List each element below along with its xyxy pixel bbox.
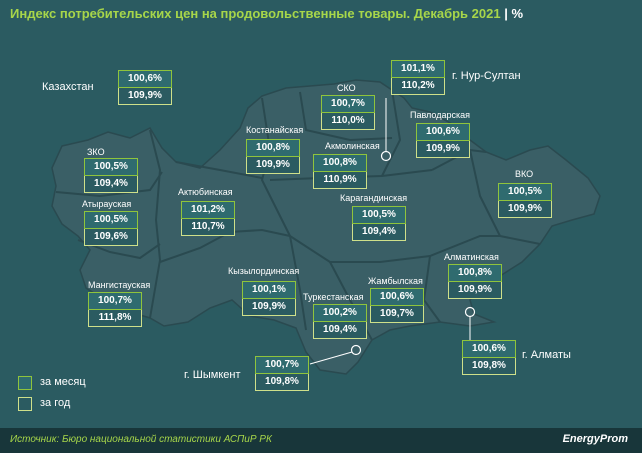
city-year-nursultan: 110,2%	[391, 78, 445, 95]
border-karaganda-vko	[469, 149, 541, 245]
region-month-almaty-oblast: 100,8%	[448, 264, 502, 282]
region-year-kostanay: 109,9%	[246, 157, 300, 174]
region-box-vko: 100,5% 109,9%	[498, 183, 552, 218]
region-year-zhambyl: 109,7%	[370, 306, 424, 323]
region-label-akmola: Акмолинская	[325, 141, 380, 151]
border-atyrau-mangistau	[77, 239, 161, 260]
region-box-pavlodar: 100,6% 109,9%	[416, 123, 470, 158]
region-year-atyrau: 109,6%	[84, 229, 138, 246]
energyprom-logo: EnergyProm	[562, 433, 628, 445]
region-label-turkestan: Туркестанская	[303, 292, 364, 302]
region-month-atyrau: 100,5%	[84, 211, 138, 229]
title-unit: %	[511, 6, 524, 21]
region-label-karaganda: Карагандинская	[340, 193, 408, 203]
region-label-almaty-oblast: Алматинская	[444, 252, 499, 262]
legend-month-label: за месяц	[40, 376, 86, 388]
region-box-kyzylorda: 100,1% 109,9%	[242, 281, 296, 316]
region-year-sko: 110,0%	[321, 113, 375, 130]
city-box-almaty: 100,6% 109,8%	[462, 340, 516, 375]
kazakhstan-month-value: 100,6%	[118, 70, 172, 88]
city-month-nursultan: 101,1%	[391, 60, 445, 78]
region-box-zhambyl: 100,6% 109,7%	[370, 288, 424, 323]
region-year-vko: 109,9%	[498, 201, 552, 218]
city-box-nursultan: 101,1% 110,2%	[391, 60, 445, 95]
kazakhstan-value-box: 100,6% 109,9%	[118, 70, 172, 105]
chart-title: Индекс потребительских цен на продовольс…	[10, 6, 523, 21]
city-year-almaty: 109,8%	[462, 358, 516, 375]
source-note: Источник: Бюро национальной статистики А…	[10, 434, 272, 445]
border-west-aktobe	[149, 129, 162, 319]
region-month-aktobe: 101,2%	[181, 201, 235, 219]
title-text: Индекс потребительских цен на продовольс…	[10, 6, 501, 21]
city-label-shymkent: г. Шымкент	[184, 369, 241, 381]
region-label-mangistau: Мангистауская	[88, 280, 151, 290]
region-label-kostanay: Костанайская	[246, 125, 304, 135]
region-year-turkestan: 109,4%	[313, 322, 367, 339]
region-label-vko: ВКО	[515, 169, 534, 179]
title-separator: |	[504, 6, 512, 21]
region-box-turkestan: 100,2% 109,4%	[313, 304, 367, 339]
region-box-aktobe: 101,2% 110,7%	[181, 201, 235, 236]
city-month-shymkent: 100,7%	[255, 356, 309, 374]
region-year-mangistau: 111,8%	[88, 310, 142, 327]
nursultan-marker	[380, 150, 392, 162]
city-label-almaty: г. Алматы	[522, 349, 571, 361]
region-month-vko: 100,5%	[498, 183, 552, 201]
region-box-akmola: 100,8% 110,9%	[313, 154, 367, 189]
region-year-pavlodar: 109,9%	[416, 141, 470, 158]
region-label-atyrau: Атырауская	[82, 199, 132, 209]
city-box-shymkent: 100,7% 109,8%	[255, 356, 309, 391]
region-year-akmola: 110,9%	[313, 172, 367, 189]
border-zhambyl-almaty	[422, 255, 441, 323]
region-month-turkestan: 100,2%	[313, 304, 367, 322]
shymkent-marker	[350, 344, 362, 356]
city-year-shymkent: 109,8%	[255, 374, 309, 391]
region-month-pavlodar: 100,6%	[416, 123, 470, 141]
border-akmola-pavlodar	[381, 89, 402, 177]
region-month-karaganda: 100,5%	[352, 206, 406, 224]
border-sko-akmola	[299, 91, 393, 142]
region-month-mangistau: 100,7%	[88, 292, 142, 310]
region-year-karaganda: 109,4%	[352, 224, 406, 241]
region-month-zko: 100,5%	[84, 158, 138, 176]
city-label-nursultan: г. Нур-Султан	[452, 70, 521, 82]
region-label-zhambyl: Жамбылская	[368, 276, 423, 286]
border-aktobe-north	[175, 161, 263, 179]
footer-bar: Источник: Бюро национальной статистики А…	[0, 428, 642, 453]
legend-year-label: за год	[40, 397, 71, 409]
region-year-almaty-oblast: 109,9%	[448, 282, 502, 299]
region-box-almaty-oblast: 100,8% 109,9%	[448, 264, 502, 299]
border-kyzylorda-turkestan	[289, 235, 307, 331]
region-label-sko: СКО	[337, 83, 356, 93]
legend-year-swatch	[18, 397, 32, 411]
border-zko-atyrau	[55, 171, 163, 198]
region-label-aktobe: Актюбинская	[178, 187, 233, 197]
region-box-mangistau: 100,7% 111,8%	[88, 292, 142, 327]
kazakhstan-year-value: 109,9%	[118, 88, 172, 105]
almaty-marker	[464, 306, 476, 318]
region-box-kostanay: 100,8% 109,9%	[246, 139, 300, 174]
region-label-pavlodar: Павлодарская	[410, 110, 470, 120]
region-month-akmola: 100,8%	[313, 154, 367, 172]
region-month-kostanay: 100,8%	[246, 139, 300, 157]
region-label-kyzylorda: Кызылординская	[228, 266, 300, 276]
legend-month-swatch	[18, 376, 32, 390]
kazakhstan-label: Казахстан	[42, 81, 94, 93]
region-month-sko: 100,7%	[321, 95, 375, 113]
region-box-karaganda: 100,5% 109,4%	[352, 206, 406, 241]
border-karaganda-south	[289, 235, 500, 263]
region-month-kyzylorda: 100,1%	[242, 281, 296, 299]
region-box-sko: 100,7% 110,0%	[321, 95, 375, 130]
region-year-kyzylorda: 109,9%	[242, 299, 296, 316]
region-box-atyrau: 100,5% 109,6%	[84, 211, 138, 246]
region-year-aktobe: 110,7%	[181, 219, 235, 236]
city-month-almaty: 100,6%	[462, 340, 516, 358]
region-month-zhambyl: 100,6%	[370, 288, 424, 306]
region-year-zko: 109,4%	[84, 176, 138, 193]
region-box-zko: 100,5% 109,4%	[84, 158, 138, 193]
shymkent-leader-line	[309, 351, 353, 365]
region-label-zko: ЗКО	[87, 147, 105, 157]
